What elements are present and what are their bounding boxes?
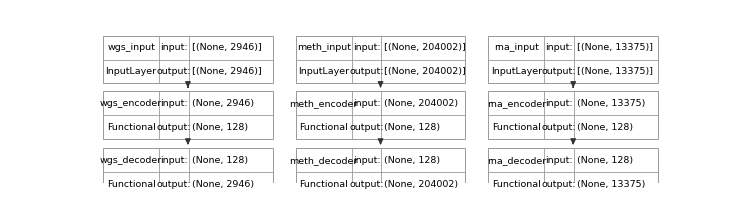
Text: (None, 128): (None, 128) [577, 156, 633, 165]
Text: [(None, 2946)]: [(None, 2946)] [191, 67, 261, 76]
Text: Functional: Functional [107, 180, 156, 189]
Text: input:: input: [545, 99, 573, 108]
Text: (None, 128): (None, 128) [384, 123, 441, 131]
Text: InputLayer: InputLayer [105, 67, 157, 76]
Text: rna_input: rna_input [494, 43, 539, 52]
Text: [(None, 2946)]: [(None, 2946)] [191, 43, 261, 52]
Text: Functional: Functional [107, 123, 156, 131]
Text: output:: output: [157, 123, 191, 131]
Text: Functional: Functional [299, 180, 348, 189]
Bar [296, 91, 465, 139]
Text: meth_decoder: meth_decoder [289, 156, 358, 165]
Text: output:: output: [349, 123, 384, 131]
Text: wgs_input: wgs_input [107, 43, 155, 52]
Text: output:: output: [542, 123, 577, 131]
Text: (None, 2946): (None, 2946) [191, 180, 254, 189]
Text: (None, 204002): (None, 204002) [384, 99, 459, 108]
Bar [103, 91, 273, 139]
Text: (None, 128): (None, 128) [191, 123, 248, 131]
Text: (None, 128): (None, 128) [384, 156, 441, 165]
Text: Functional: Functional [492, 123, 541, 131]
Text: output:: output: [349, 67, 384, 76]
Text: input:: input: [352, 156, 381, 165]
Text: (None, 128): (None, 128) [577, 123, 633, 131]
Bar [103, 149, 273, 196]
Text: meth_encoder: meth_encoder [289, 99, 358, 108]
Text: input:: input: [160, 99, 188, 108]
Text: output:: output: [349, 180, 384, 189]
Text: input:: input: [160, 156, 188, 165]
Text: output:: output: [542, 180, 577, 189]
Bar [488, 91, 658, 139]
Text: [(None, 13375)]: [(None, 13375)] [577, 67, 653, 76]
Bar [488, 149, 658, 196]
Bar [296, 149, 465, 196]
Bar [488, 36, 658, 83]
Text: [(None, 204002)]: [(None, 204002)] [384, 67, 466, 76]
Text: InputLayer: InputLayer [298, 67, 349, 76]
Text: (None, 13375): (None, 13375) [577, 99, 646, 108]
Bar [103, 36, 273, 83]
Text: [(None, 204002)]: [(None, 204002)] [384, 43, 466, 52]
Text: rna_encoder: rna_encoder [487, 99, 546, 108]
Text: [(None, 13375)]: [(None, 13375)] [577, 43, 653, 52]
Text: input:: input: [545, 43, 573, 52]
Text: input:: input: [160, 43, 188, 52]
Text: output:: output: [542, 67, 577, 76]
Text: rna_decoder: rna_decoder [487, 156, 546, 165]
Text: (None, 2946): (None, 2946) [191, 99, 254, 108]
Text: input:: input: [352, 99, 381, 108]
Text: (None, 204002): (None, 204002) [384, 180, 459, 189]
Text: input:: input: [545, 156, 573, 165]
Text: meth_input: meth_input [297, 43, 351, 52]
Text: (None, 128): (None, 128) [191, 156, 248, 165]
Text: InputLayer: InputLayer [490, 67, 542, 76]
Text: output:: output: [157, 67, 191, 76]
Text: input:: input: [352, 43, 381, 52]
Text: wgs_encoder: wgs_encoder [100, 99, 162, 108]
Text: output:: output: [157, 180, 191, 189]
Text: Functional: Functional [492, 180, 541, 189]
Bar [296, 36, 465, 83]
Text: (None, 13375): (None, 13375) [577, 180, 646, 189]
Text: wgs_decoder: wgs_decoder [100, 156, 162, 165]
Text: Functional: Functional [299, 123, 348, 131]
